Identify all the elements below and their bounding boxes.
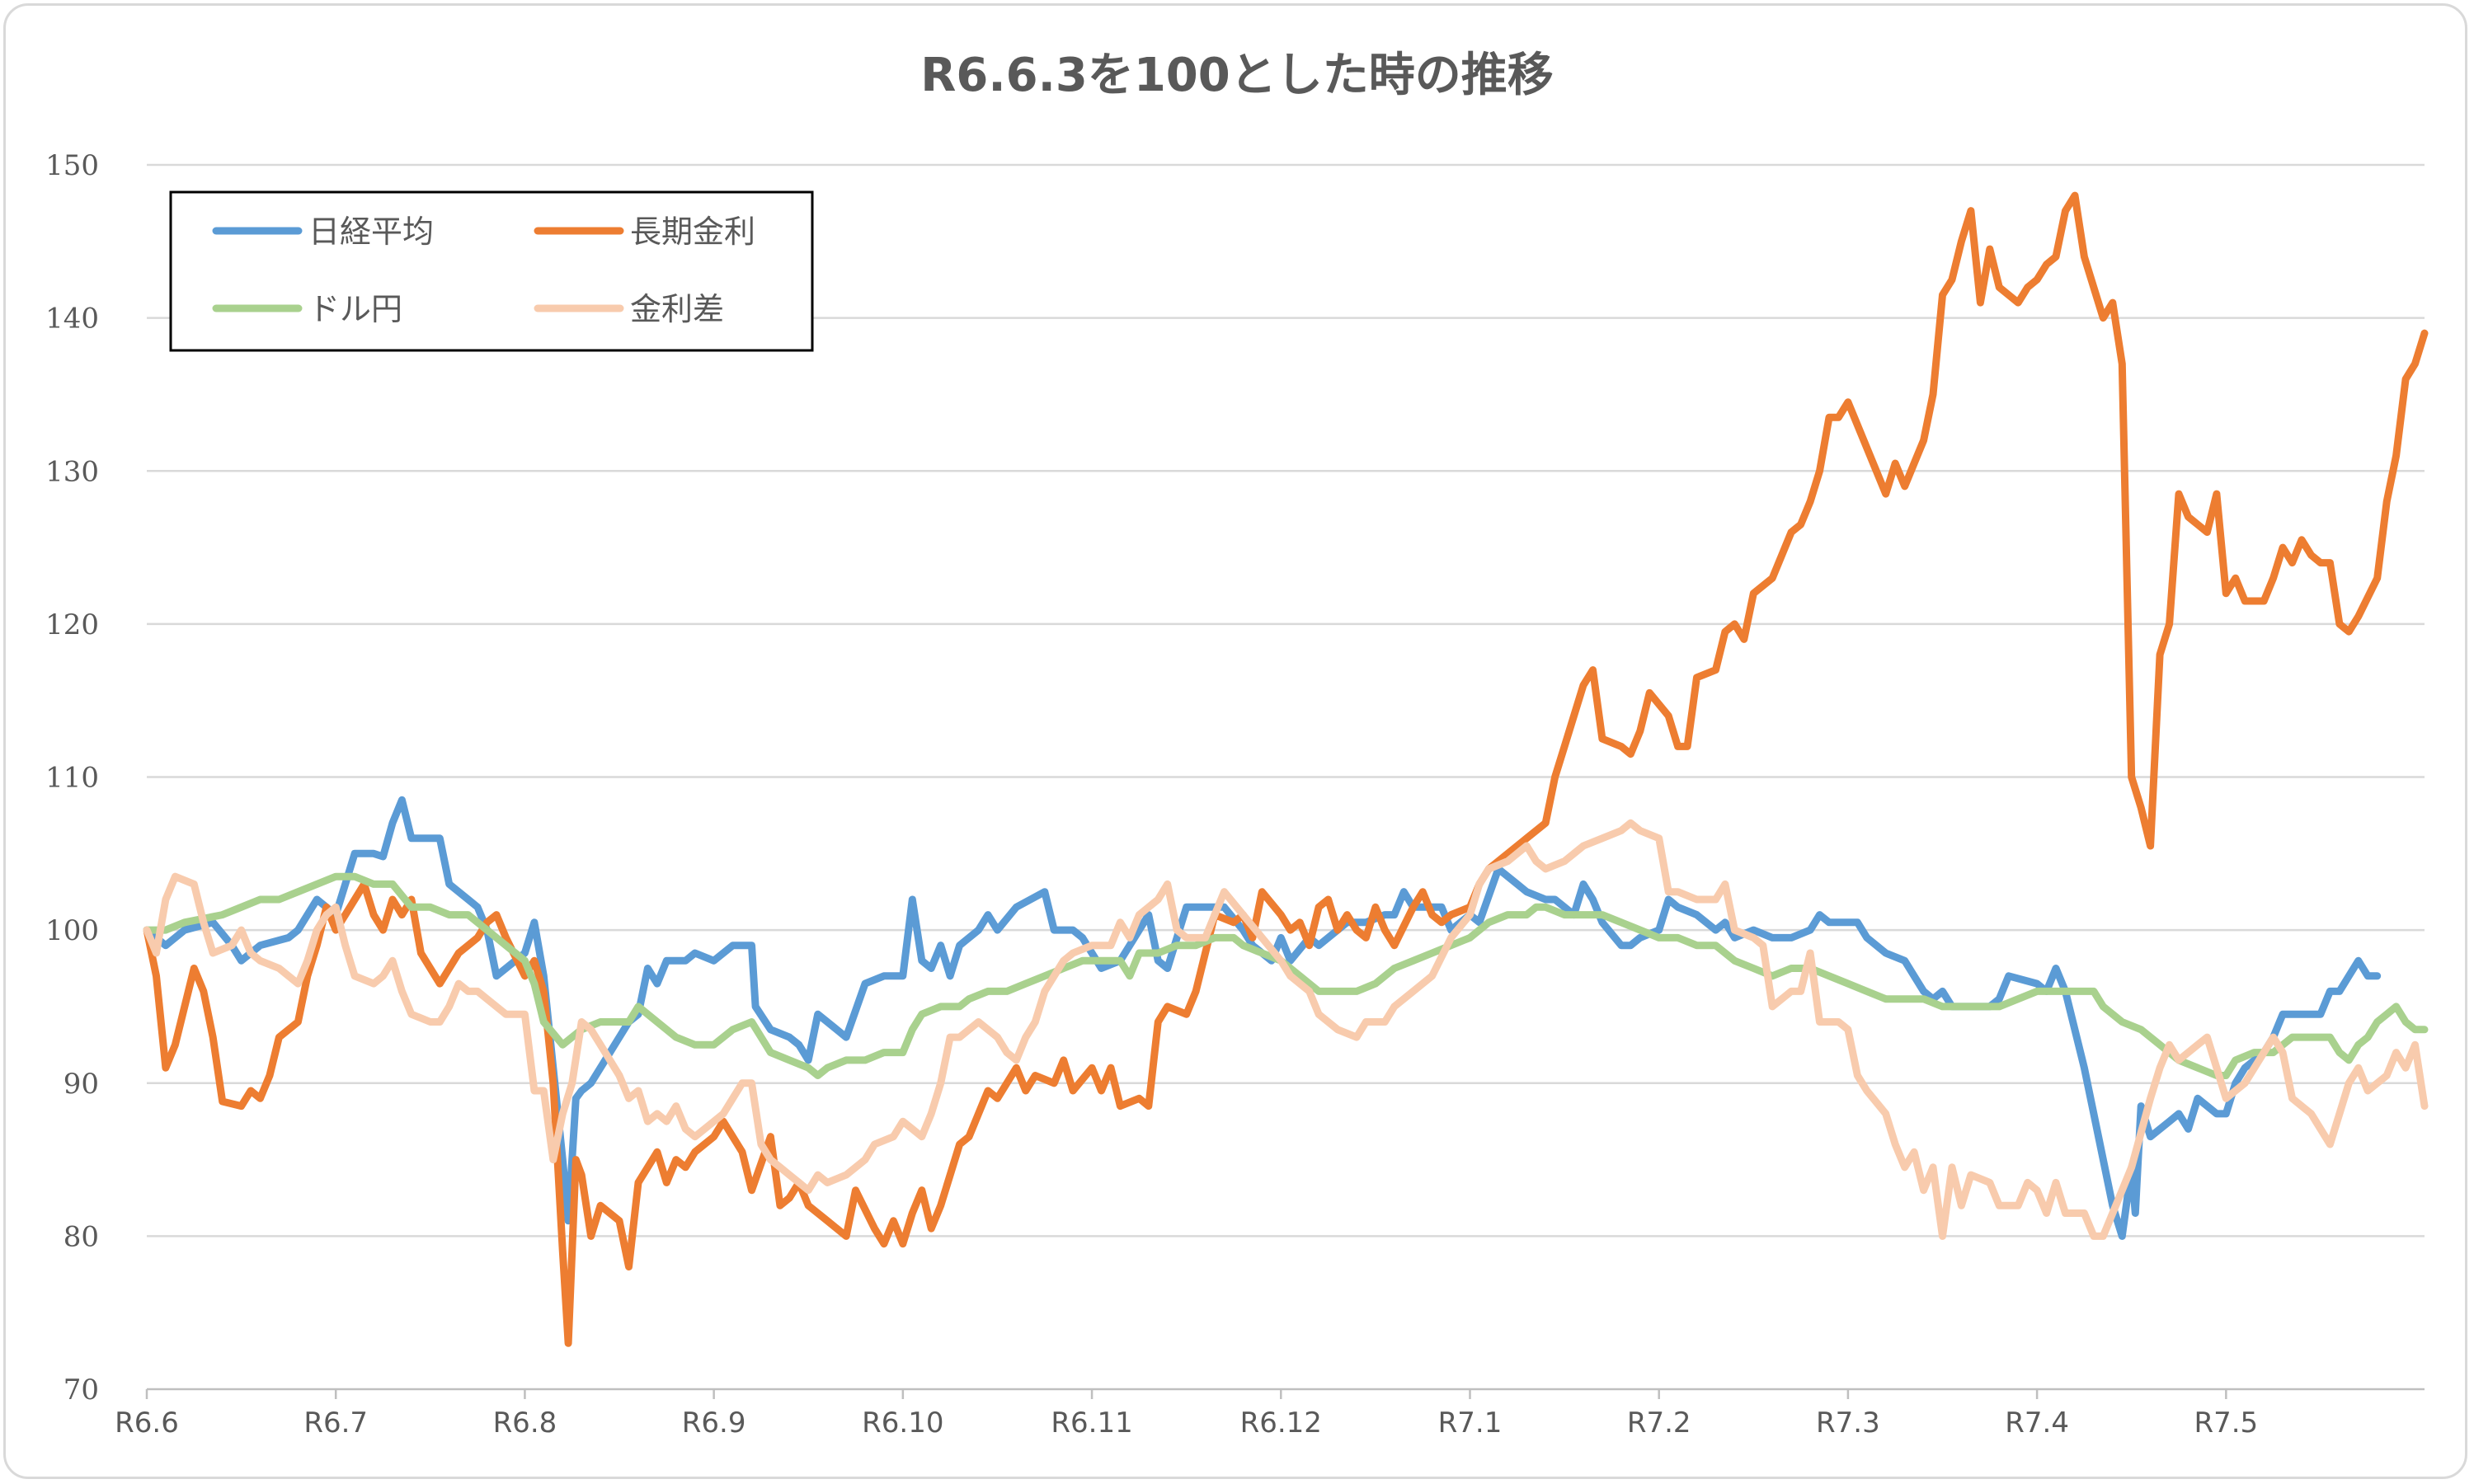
x-axis: R6.6 R6.7 R6.8 R6.9 R6.10 R6.11 R6.12 R7.1 R7.2 R…	[115, 1388, 2425, 1439]
x-tick-label: R6.11	[1051, 1407, 1132, 1439]
x-tick-label: R6.9	[682, 1407, 746, 1439]
chart-title: R6.6.3を100とした時の推移	[920, 49, 1553, 102]
x-tick-label: R7.3	[1816, 1407, 1880, 1439]
y-tick-label: 90	[63, 1068, 99, 1101]
series-line-2	[143, 872, 2429, 1079]
series-line-1	[143, 191, 2429, 1347]
y-tick-label: 140	[45, 303, 99, 336]
legend-label: 日経平均	[308, 214, 434, 250]
x-tick-label: R7.2	[1627, 1407, 1691, 1439]
legend-label: 長期金利	[630, 214, 755, 250]
series-line-3	[143, 819, 2429, 1240]
x-tick-label: R6.12	[1240, 1407, 1322, 1439]
legend-label: ドル円	[308, 291, 402, 327]
y-axis-ticks: 70 80 90 100 110 120 130 140 150	[45, 149, 99, 1407]
x-tick-label: R6.8	[493, 1407, 557, 1439]
gridlines	[147, 163, 2425, 1237]
x-tick-label: R7.1	[1438, 1407, 1503, 1439]
legend-box	[169, 190, 814, 352]
legend-label: 金利差	[630, 291, 724, 327]
y-tick-label: 100	[45, 914, 99, 947]
y-tick-label: 120	[45, 608, 99, 641]
x-tick-label: R7.5	[2194, 1407, 2258, 1439]
x-tick-label: R6.6	[115, 1407, 179, 1439]
series-lines	[143, 191, 2429, 1347]
x-tick-label: R6.10	[862, 1407, 943, 1439]
series-line-0	[143, 796, 2382, 1240]
y-tick-label: 130	[45, 455, 99, 488]
x-tick-label: R7.4	[2005, 1407, 2069, 1439]
y-tick-label: 80	[63, 1220, 99, 1253]
x-tick-label: R6.7	[303, 1407, 368, 1439]
y-tick-label: 110	[45, 762, 99, 795]
y-tick-label: 150	[45, 149, 99, 182]
y-tick-label: 70	[63, 1374, 99, 1407]
